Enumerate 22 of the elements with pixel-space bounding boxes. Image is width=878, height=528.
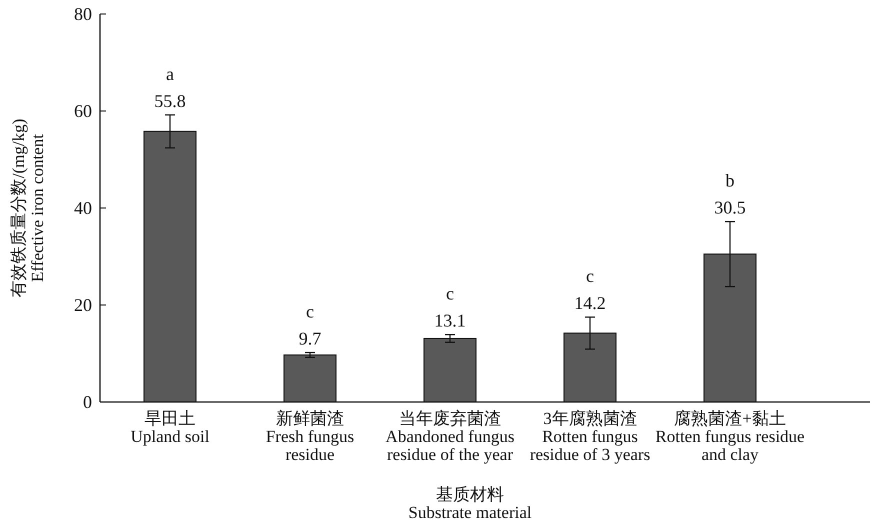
y-tick-label: 80 <box>74 4 92 24</box>
y-tick-label: 40 <box>74 198 92 218</box>
y-axis-title: 有效铁质量分数/(mg/kg) Effective iron content <box>9 118 47 298</box>
x-tick-label: 3年腐熟菌渣 Rotten fungus residue of 3 years <box>530 409 650 464</box>
annotation: c <box>306 302 314 322</box>
annotation: c <box>446 284 454 304</box>
data-label: 9.7 <box>298 328 322 349</box>
data-label: 13.1 <box>434 310 466 331</box>
annotation: a <box>166 64 174 84</box>
y-tick-label: 20 <box>74 295 92 315</box>
annotation: c <box>586 266 594 286</box>
x-tick-label: 新鲜菌渣 Fresh fungus residue <box>266 409 354 464</box>
data-label: 30.5 <box>714 198 746 218</box>
x-axis-title: 基质材料 Substrate material <box>408 485 532 522</box>
y-tick-label: 0 <box>83 392 92 412</box>
data-label: 14.2 <box>574 293 606 314</box>
x-tick-label: 旱田土 Upland soil <box>130 409 210 446</box>
annotation: b <box>726 170 734 191</box>
x-tick-label: 当年废弃菌渣 Abandoned fungus residue of the year <box>386 409 514 464</box>
data-label: 55.8 <box>154 90 186 111</box>
y-tick-label: 60 <box>74 101 92 121</box>
x-tick-label: 腐熟菌渣+黏土 Rotten fungus residue and clay <box>655 409 805 464</box>
